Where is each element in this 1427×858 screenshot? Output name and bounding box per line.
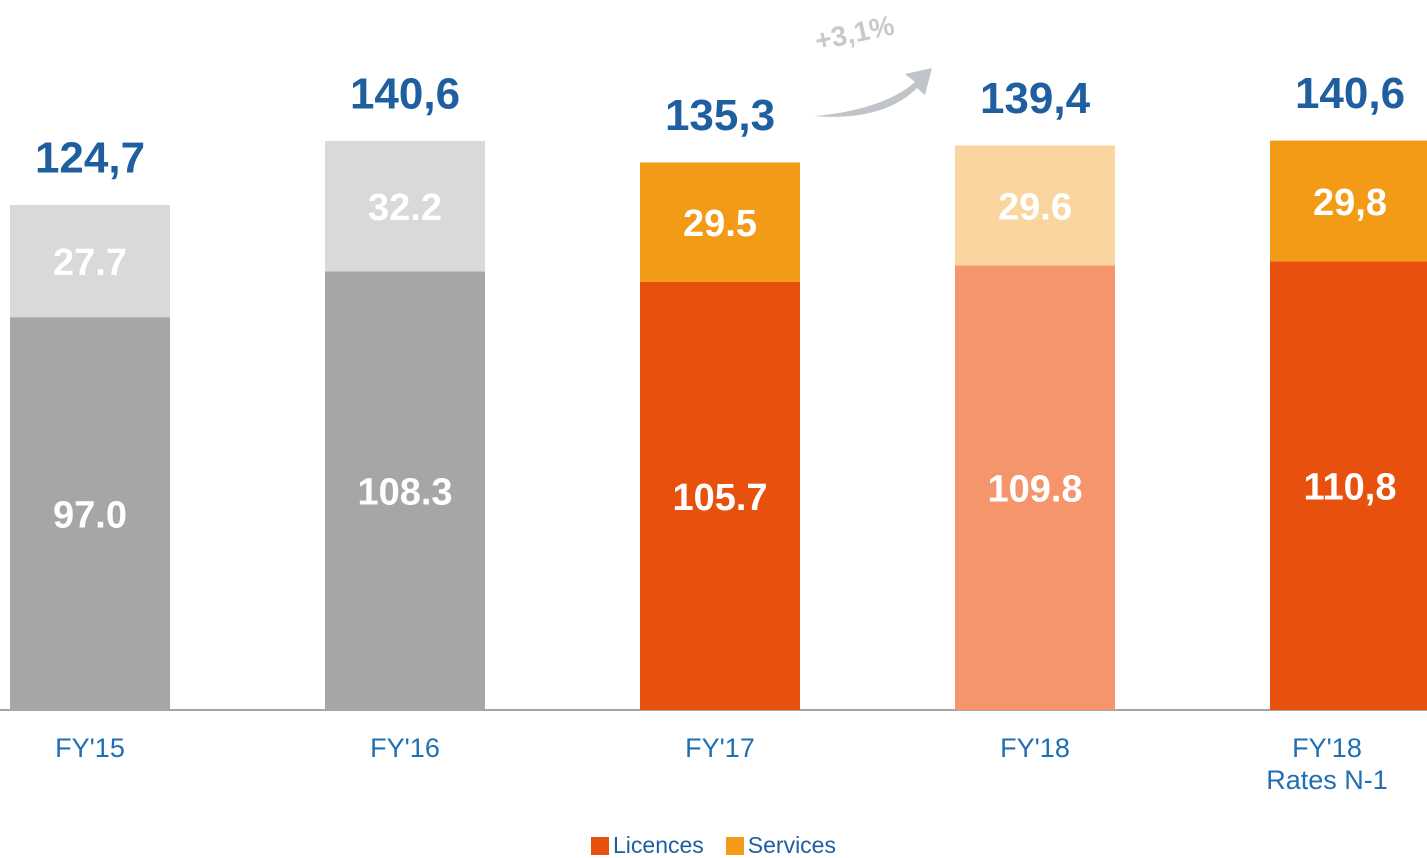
value-label: 109.8: [987, 469, 1082, 511]
total-label: 140,6: [1295, 69, 1405, 118]
value-label: 29.6: [998, 186, 1072, 228]
legend-swatch: [725, 836, 744, 855]
total-label: 124,7: [35, 134, 145, 183]
value-label: 105.7: [672, 477, 767, 519]
bar-segment: [10, 204, 170, 318]
legend-label: Services: [747, 832, 836, 858]
legend-item: Licences: [591, 832, 704, 858]
bar-segment: [955, 265, 1115, 710]
value-label: 32.2: [368, 187, 442, 229]
total-label: 139,4: [980, 74, 1091, 123]
x-tick-label: FY'18: [1000, 733, 1070, 763]
x-tick-label: FY'15: [55, 733, 125, 763]
bar-segment: [955, 145, 1115, 266]
x-tick-label: FY'18 Rates N-1: [1266, 733, 1388, 795]
bar-segment: [1270, 140, 1427, 262]
bar-segment: [1270, 261, 1427, 710]
total-label: 140,6: [350, 70, 460, 119]
legend-item: Services: [725, 832, 836, 858]
value-label: 97.0: [53, 495, 127, 537]
bar-segment: [10, 317, 170, 710]
legend-label: Licences: [613, 832, 704, 858]
x-tick-label: FY'17: [685, 733, 755, 763]
total-label: 135,3: [665, 91, 775, 140]
bar-segment: [325, 140, 485, 272]
value-label: 110,8: [1304, 467, 1397, 509]
bar-segment: [325, 271, 485, 710]
bar-segment: [640, 281, 800, 710]
x-tick-label: FY'16: [370, 733, 440, 763]
value-label: 27.7: [53, 242, 127, 284]
legend-swatch: [591, 836, 609, 855]
value-label: 29.5: [683, 203, 757, 245]
legend: Licences Services: [0, 832, 1427, 858]
value-label: 108.3: [357, 472, 452, 514]
bar-segment: [640, 162, 800, 282]
growth-arrow: [815, 68, 932, 117]
value-label: 29,8: [1313, 182, 1387, 224]
annotation: +3,1%: [812, 9, 897, 56]
